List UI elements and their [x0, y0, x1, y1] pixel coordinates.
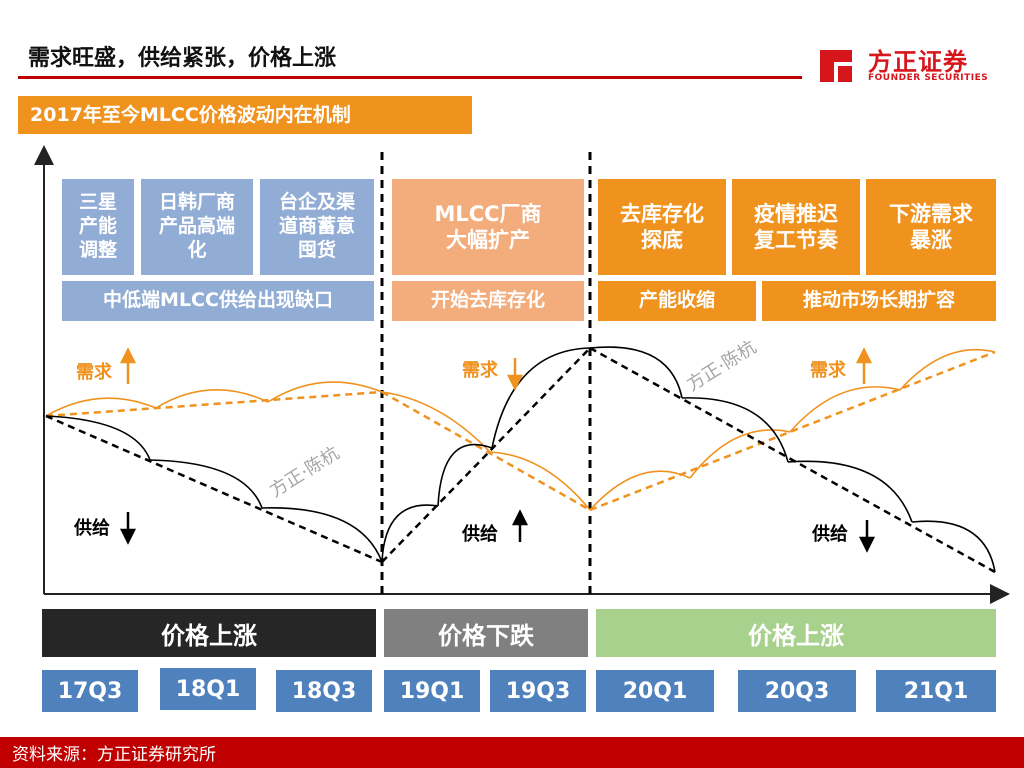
demand-arc	[789, 386, 901, 433]
cause-box-destock: 去库存化 探底	[598, 179, 726, 275]
diagram-subtitle: 2017年至今MLCC价格波动内在机制	[18, 96, 472, 134]
supply-arc	[381, 504, 439, 563]
demand-label-3: 需求	[810, 360, 846, 381]
quarter-18q3: 18Q3	[276, 670, 372, 712]
founder-logo-mark	[820, 50, 852, 82]
demand-trend-2	[381, 390, 591, 512]
quarter-19q3: 19Q3	[490, 670, 586, 712]
founder-logo	[820, 50, 852, 82]
quarter-17q3: 17Q3	[42, 670, 138, 712]
supply-arc	[681, 397, 789, 463]
supply-arc	[149, 459, 263, 509]
demand-trend-3	[589, 350, 996, 512]
demand-arc	[589, 470, 691, 511]
supply-label-3: 供给	[812, 524, 848, 545]
title-rule	[18, 76, 802, 79]
logo-chinese-name: 方正证券	[868, 48, 968, 76]
supply-arc	[911, 520, 996, 573]
supply-label-1: 供给	[74, 518, 110, 539]
period-price-up-2: 价格上涨	[596, 609, 996, 657]
quarter-18q1: 18Q1	[160, 668, 256, 710]
cause-box-samsung: 三星 产能 调整	[62, 179, 134, 275]
supply-trend-1	[45, 414, 383, 564]
demand-label-1: 需求	[76, 362, 112, 383]
supply-arc	[589, 346, 683, 399]
logo-english-name: FOUNDER SECURITIES	[868, 73, 989, 83]
cause-box-epidemic: 疫情推迟 复工节奏	[732, 179, 860, 275]
supply-arc	[261, 507, 383, 563]
demand-label-2: 需求	[462, 360, 498, 381]
demand-arc	[381, 391, 491, 453]
supply-label-2: 供给	[462, 524, 498, 545]
cause-box-demand: 下游需求 暴涨	[866, 179, 996, 275]
quarter-19q1: 19Q1	[384, 670, 480, 712]
demand-arc	[155, 389, 269, 409]
cause-box-expansion: MLCC厂商 大幅扩产	[392, 179, 584, 275]
demand-arc	[489, 451, 591, 511]
supply-arc	[787, 460, 913, 523]
phase3-band-expansion: 推动市场长期扩容	[762, 281, 996, 321]
quarter-20q3: 20Q3	[738, 670, 856, 712]
demand-arc	[45, 397, 157, 417]
cause-box-jpkr: 日韩厂商 产品高端 化	[141, 179, 253, 275]
phase2-band: 开始去库存化	[392, 281, 584, 321]
phase1-band: 中低端MLCC供给出现缺口	[62, 281, 374, 321]
cause-box-hoarding: 台企及渠 道商蓄意 囤货	[260, 179, 374, 275]
supply-arc	[437, 443, 493, 507]
supply-arc	[45, 415, 151, 461]
demand-trend-1	[45, 390, 383, 418]
demand-arc	[267, 381, 383, 403]
slide-title: 需求旺盛，供给紧张，价格上涨	[28, 46, 337, 71]
period-price-up-1: 价格上涨	[42, 609, 376, 657]
supply-trend-3	[589, 346, 996, 574]
footer-source: 资料来源：方正证券研究所	[12, 745, 216, 765]
footer-band	[0, 737, 1024, 768]
phase3-band-capacity: 产能收缩	[598, 281, 756, 321]
period-price-down: 价格下跌	[384, 609, 588, 657]
supply-trend-2	[381, 347, 591, 563]
quarter-20q1: 20Q1	[596, 670, 714, 712]
demand-arc	[899, 348, 996, 391]
quarter-21q1: 21Q1	[876, 670, 996, 712]
demand-arc	[689, 429, 791, 479]
supply-arc	[491, 347, 591, 449]
